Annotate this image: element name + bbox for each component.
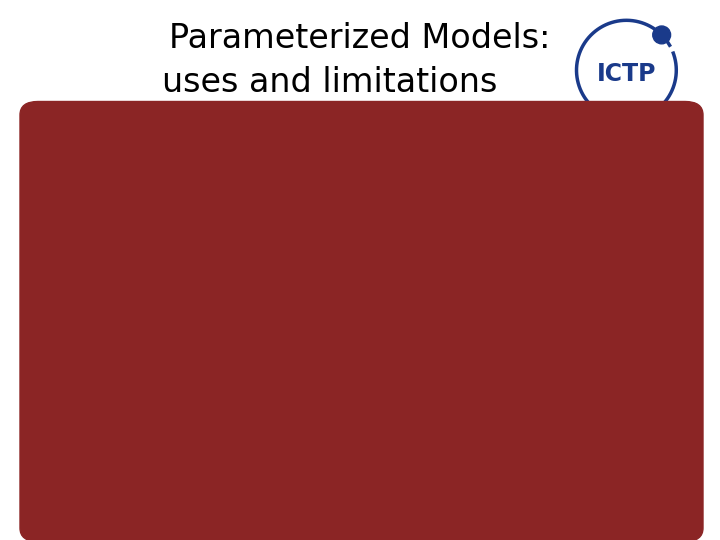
Circle shape <box>653 26 670 44</box>
Text: Are computationally fast still retaining physics of: Are computationally fast still retaining… <box>65 238 664 258</box>
Text: Cannot accurately reproduce specific situations.: Cannot accurately reproduce specific sit… <box>65 348 652 368</box>
Text: Describe the climatology of the ionosphere.: Describe the climatology of the ionosphe… <box>65 165 597 185</box>
Text: theoretical models.: theoretical models. <box>65 268 300 288</box>
Text: geophysical problems.: geophysical problems. <box>65 452 338 472</box>
Text: uses and limitations: uses and limitations <box>162 65 498 98</box>
Text: Parameterized Models:: Parameterized Models: <box>169 22 551 55</box>
Text: They are suitable only for well-specified: They are suitable only for well-specifie… <box>65 422 552 442</box>
Text: ICTP: ICTP <box>597 62 656 86</box>
